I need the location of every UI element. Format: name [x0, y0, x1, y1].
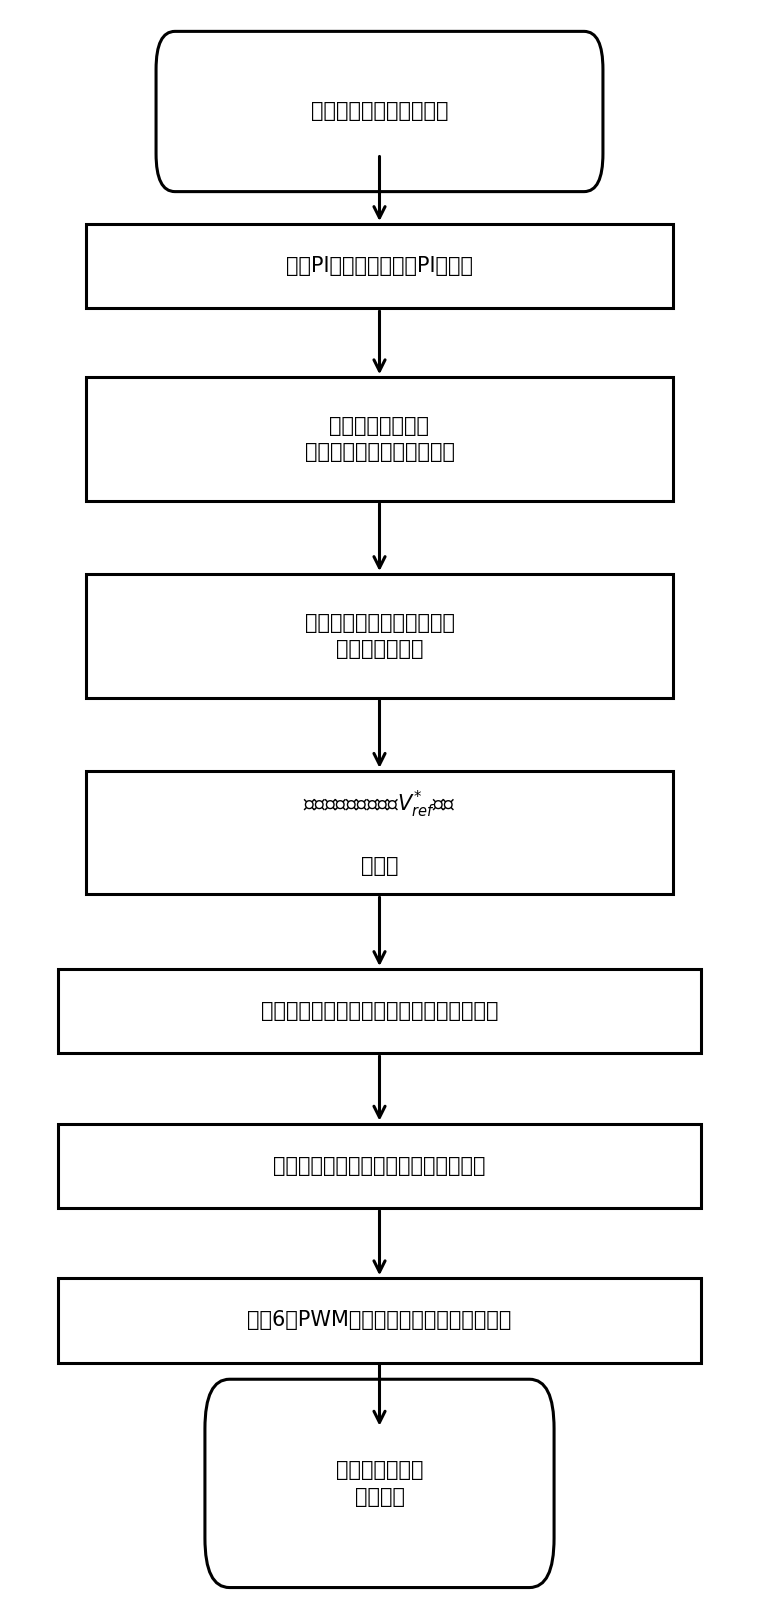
Text: 输出6路PWM脉冲作用于功率开关驱动电路: 输出6路PWM脉冲作用于功率开关驱动电路 [247, 1310, 512, 1331]
Bar [58, 969, 701, 1053]
Bar [87, 377, 672, 502]
Text: 切换PI控制器至抗饱和PI控制器: 切换PI控制器至抗饱和PI控制器 [286, 256, 473, 276]
Text: 读取开关管故障诊断信息: 读取开关管故障诊断信息 [310, 102, 449, 122]
Bar [87, 771, 672, 894]
Text: 对不受故障开关管影响的扇区进行正常控制: 对不受故障开关管影响的扇区进行正常控制 [261, 1001, 498, 1021]
Text: 结合扇区划分方式
确定故障开关管所影响扇区: 结合扇区划分方式 确定故障开关管所影响扇区 [304, 415, 455, 463]
Bar [58, 1279, 701, 1362]
Bar [58, 1123, 701, 1208]
Bar [87, 575, 672, 698]
Text: 对故障开关管所影响扇区进行容错控制: 对故障开关管所影响扇区进行容错控制 [273, 1156, 486, 1175]
Text: 确定扇区划分函数及$\mathit{V}_{\mathit{ref}}^{*}$所在: 确定扇区划分函数及$\mathit{V}_{\mathit{ref}}^{*}$… [303, 789, 456, 820]
FancyBboxPatch shape [205, 1380, 554, 1587]
FancyBboxPatch shape [156, 31, 603, 192]
Bar [87, 224, 672, 308]
Text: 确定开关管故障前后故障零
矢量和有效矢量: 确定开关管故障前后故障零 矢量和有效矢量 [304, 612, 455, 659]
Text: 完成积分抗饱和
容错控制: 完成积分抗饱和 容错控制 [335, 1461, 424, 1506]
Text: 的扇区: 的扇区 [361, 857, 398, 876]
